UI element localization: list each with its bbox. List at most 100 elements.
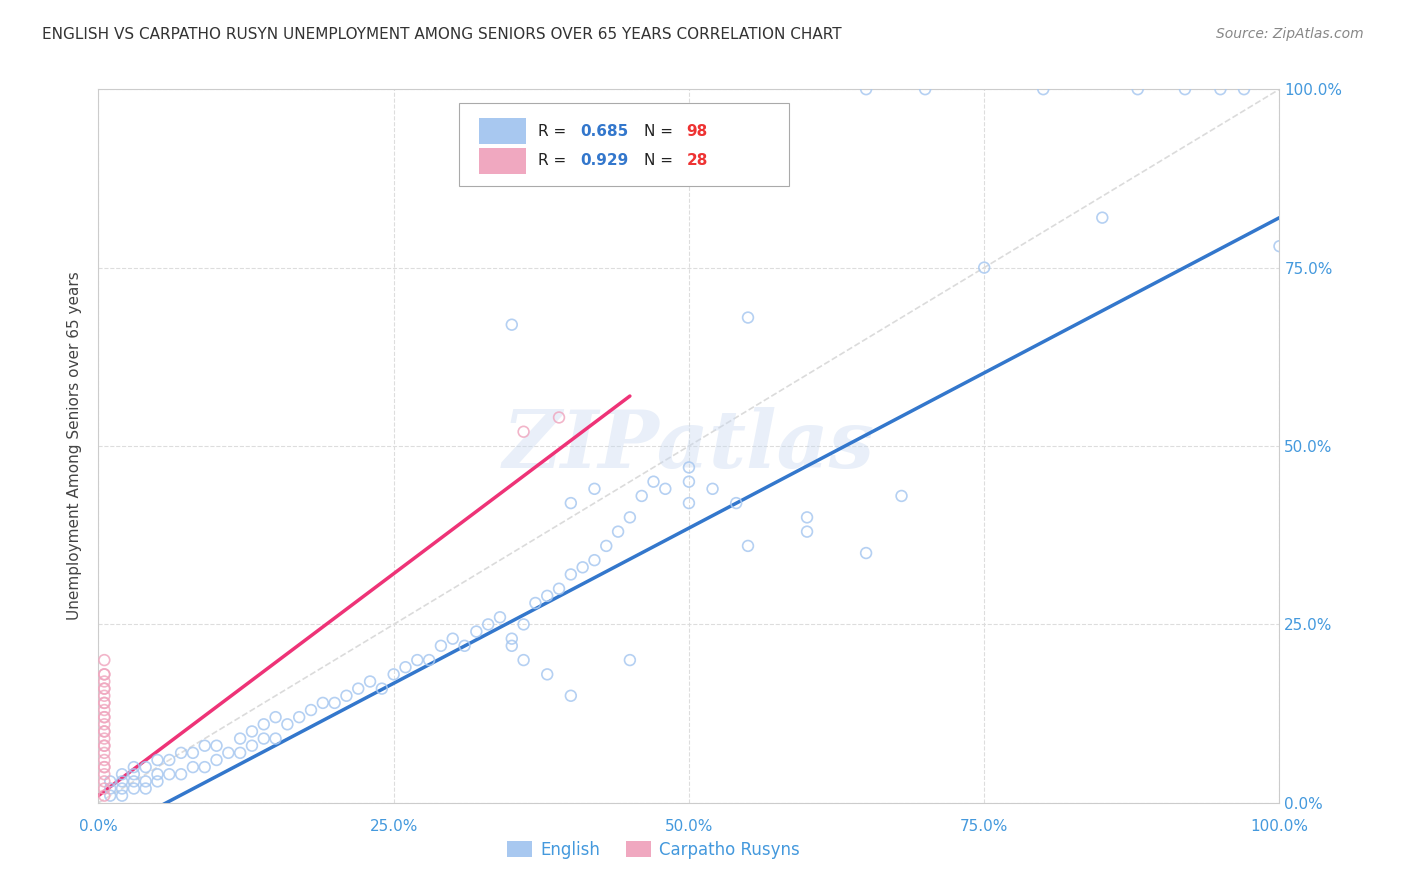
Point bbox=[98, 774, 121, 789]
Point bbox=[253, 717, 276, 731]
Point bbox=[205, 753, 228, 767]
Point bbox=[93, 789, 115, 803]
Point bbox=[135, 760, 157, 774]
Point bbox=[93, 703, 115, 717]
Point bbox=[93, 760, 115, 774]
Point bbox=[194, 760, 217, 774]
Point bbox=[1233, 82, 1256, 96]
Point bbox=[489, 610, 512, 624]
Point bbox=[205, 739, 228, 753]
Point bbox=[111, 789, 134, 803]
Point bbox=[501, 632, 523, 646]
Point bbox=[93, 753, 115, 767]
Point bbox=[418, 653, 440, 667]
Point bbox=[181, 746, 204, 760]
Point bbox=[312, 696, 335, 710]
Point bbox=[630, 489, 652, 503]
Point bbox=[1174, 82, 1197, 96]
FancyBboxPatch shape bbox=[478, 148, 526, 174]
Point bbox=[441, 632, 464, 646]
Point bbox=[347, 681, 370, 696]
Point bbox=[93, 710, 115, 724]
Point bbox=[477, 617, 499, 632]
Point bbox=[93, 674, 115, 689]
Point bbox=[536, 667, 558, 681]
Point bbox=[181, 760, 204, 774]
Point bbox=[973, 260, 995, 275]
Point bbox=[157, 767, 180, 781]
Point bbox=[702, 482, 724, 496]
Point bbox=[229, 731, 252, 746]
Point bbox=[560, 496, 582, 510]
Point bbox=[122, 781, 145, 796]
Point bbox=[501, 318, 523, 332]
Point bbox=[571, 560, 593, 574]
Point bbox=[536, 589, 558, 603]
Point bbox=[737, 310, 759, 325]
Point bbox=[264, 731, 287, 746]
Point bbox=[93, 739, 115, 753]
Point bbox=[453, 639, 475, 653]
Point bbox=[217, 746, 239, 760]
Point bbox=[93, 667, 115, 681]
Point bbox=[146, 753, 169, 767]
Point bbox=[1126, 82, 1149, 96]
Point bbox=[122, 767, 145, 781]
Point bbox=[501, 639, 523, 653]
Point bbox=[583, 553, 606, 567]
Point bbox=[93, 717, 115, 731]
Point bbox=[359, 674, 381, 689]
Legend: English, Carpatho Rusyns: English, Carpatho Rusyns bbox=[501, 835, 806, 866]
Point bbox=[98, 789, 121, 803]
Point bbox=[678, 496, 700, 510]
Point bbox=[678, 475, 700, 489]
Text: 0.685: 0.685 bbox=[581, 123, 628, 138]
Point bbox=[93, 681, 115, 696]
Point bbox=[111, 767, 134, 781]
Point bbox=[430, 639, 453, 653]
Point bbox=[93, 746, 115, 760]
Point bbox=[643, 475, 665, 489]
Point bbox=[299, 703, 322, 717]
Point bbox=[276, 717, 298, 731]
Point bbox=[371, 681, 394, 696]
Point bbox=[157, 753, 180, 767]
Point bbox=[264, 710, 287, 724]
Text: 50.0%: 50.0% bbox=[665, 820, 713, 835]
Text: N =: N = bbox=[644, 153, 678, 169]
Point bbox=[678, 460, 700, 475]
Text: 28: 28 bbox=[686, 153, 709, 169]
Point bbox=[1032, 82, 1054, 96]
Point bbox=[323, 696, 346, 710]
Point bbox=[583, 482, 606, 496]
Point bbox=[170, 767, 193, 781]
Text: 100.0%: 100.0% bbox=[1250, 820, 1309, 835]
Point bbox=[146, 774, 169, 789]
Point bbox=[855, 82, 877, 96]
Point bbox=[1268, 239, 1291, 253]
Text: 25.0%: 25.0% bbox=[370, 820, 418, 835]
Point bbox=[548, 410, 571, 425]
Point bbox=[914, 82, 936, 96]
Point bbox=[240, 739, 263, 753]
Point bbox=[737, 539, 759, 553]
Point bbox=[796, 510, 818, 524]
Point bbox=[465, 624, 488, 639]
Point bbox=[1209, 82, 1232, 96]
Point bbox=[93, 760, 115, 774]
Point bbox=[111, 774, 134, 789]
Point bbox=[93, 689, 115, 703]
Point bbox=[146, 767, 169, 781]
Point bbox=[560, 689, 582, 703]
Point bbox=[93, 774, 115, 789]
Point bbox=[382, 667, 405, 681]
Text: R =: R = bbox=[537, 123, 571, 138]
Point bbox=[93, 731, 115, 746]
Point bbox=[122, 760, 145, 774]
Text: 0.929: 0.929 bbox=[581, 153, 628, 169]
Point bbox=[512, 425, 534, 439]
Point bbox=[253, 731, 276, 746]
Point bbox=[194, 739, 217, 753]
Point bbox=[654, 482, 676, 496]
Point bbox=[93, 696, 115, 710]
